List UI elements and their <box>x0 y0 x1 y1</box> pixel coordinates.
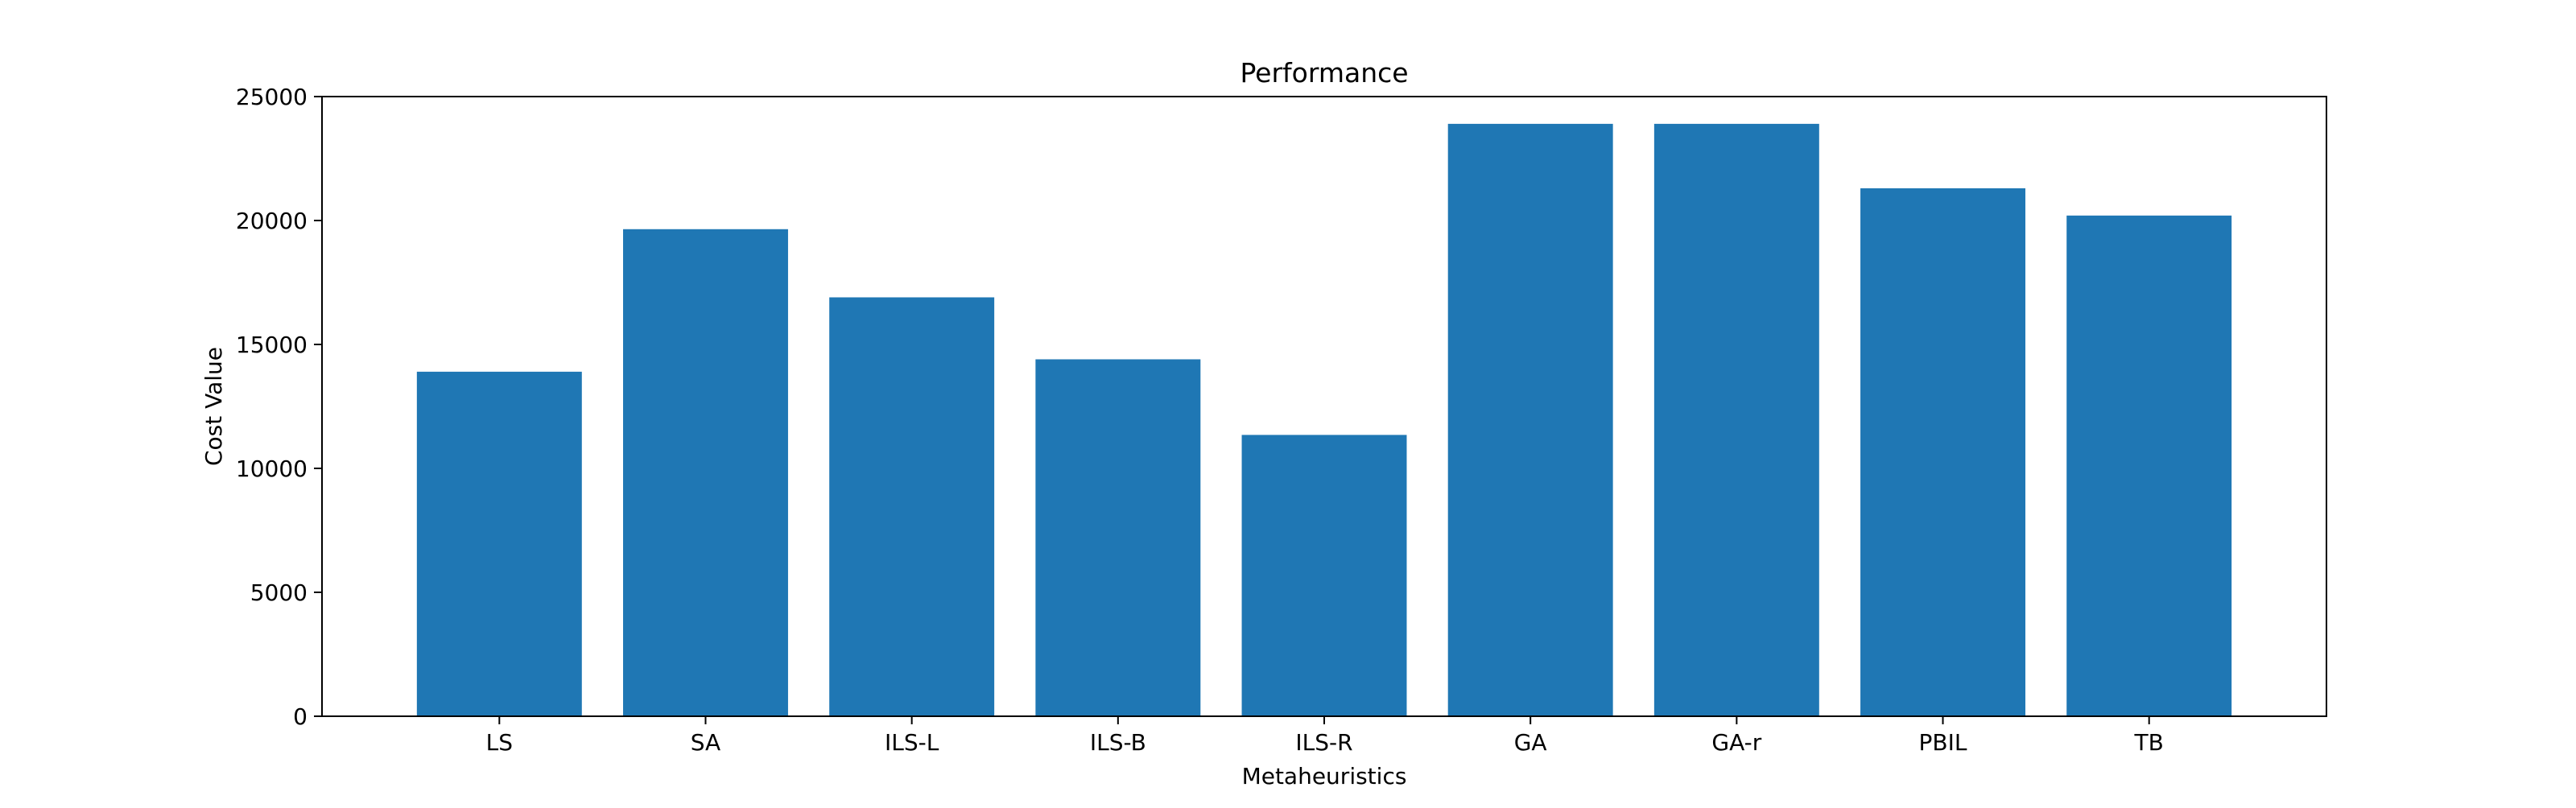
bars-group <box>416 123 2232 717</box>
bar-ils-b <box>1035 359 1201 716</box>
y-tick-label: 0 <box>293 703 308 730</box>
bar-pbil <box>1860 188 2025 716</box>
y-tick-label: 10000 <box>236 456 308 482</box>
x-tick-label: ILS-B <box>1090 729 1146 756</box>
bar-ga <box>1447 123 1613 716</box>
bar-ga-r <box>1653 123 1819 716</box>
y-tick-label: 5000 <box>250 579 308 606</box>
x-tick-label: PBIL <box>1919 729 1967 756</box>
bar-ils-r <box>1241 435 1407 716</box>
x-axis-label: Metaheuristics <box>1242 763 1407 789</box>
plot-frame <box>321 96 2327 717</box>
x-tick-label: TB <box>2134 729 2164 756</box>
y-tick-label: 25000 <box>236 84 308 110</box>
bar-sa <box>623 229 788 716</box>
y-axis-ticks: 0 5000 10000 15000 20000 25000 <box>236 84 322 730</box>
x-tick-label: ILS-L <box>885 729 939 756</box>
y-tick-label: 20000 <box>236 208 308 234</box>
x-tick-label: LS <box>486 729 513 756</box>
x-tick-label: ILS-R <box>1295 729 1352 756</box>
x-tick-label: GA <box>1514 729 1547 756</box>
bar-ls <box>416 371 582 716</box>
x-tick-label: GA-r <box>1711 729 1761 756</box>
bar-ils-l <box>829 297 995 717</box>
bar-tb <box>2066 215 2232 717</box>
y-tick-label: 15000 <box>236 332 308 358</box>
chart-title: Performance <box>1240 57 1408 89</box>
x-tick-label: SA <box>691 729 720 756</box>
y-axis-label: Cost Value <box>200 347 227 466</box>
x-axis-ticks: LS SA ILS-L ILS-B ILS-R GA GA-r PBIL TB <box>486 716 2164 756</box>
